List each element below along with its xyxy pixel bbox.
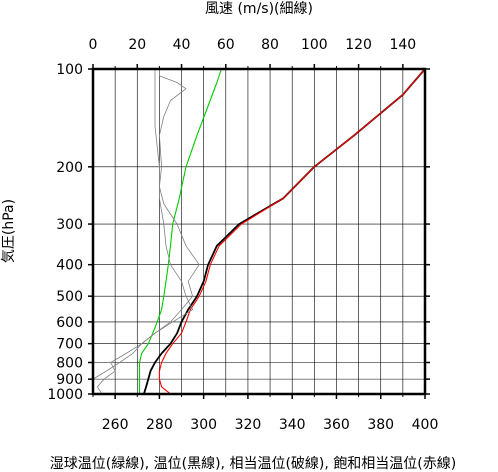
x-bottom-tick-label: 300 [190,417,217,433]
plot-frame [91,67,427,396]
bottom-axis-title: 湿球温位(緑線), 温位(黒線), 相当温位(破線), 飽和相当温位(赤線) [50,455,456,472]
x-bottom-tick-label: 260 [102,417,129,433]
top-axis-title: 風速 (m/s)(細線) [205,1,313,17]
series-line-4 [92,69,194,380]
y-tick-label: 100 [56,62,83,78]
y-tick-label: 200 [56,160,83,176]
grid [93,68,425,395]
x-bottom-tick-label: 280 [146,417,173,433]
series-line-0 [143,68,426,395]
series-line-3 [97,69,200,395]
x-top-tick-label: 120 [345,37,372,53]
y-tick-label: 500 [56,289,83,305]
y-tick-label: 600 [56,315,83,331]
y-tick-label: 300 [56,217,83,233]
x-bottom-tick-label: 360 [323,417,350,433]
y-tick-label: 900 [56,372,83,388]
series-line-2 [138,68,222,394]
x-bottom-tick-label: 340 [279,417,306,433]
x-top-tick-label: 40 [173,37,191,53]
x-top-tick-label: 0 [89,37,98,53]
x-top-tick-label: 80 [261,37,279,53]
x-bottom-tick-label: 380 [367,417,394,433]
x-bottom-tick-label: 400 [412,417,439,433]
series-line-1 [158,68,426,395]
x-top-tick-label: 20 [128,37,146,53]
x-bottom-tick-label: 320 [235,417,262,433]
y-axis-title: 気圧(hPa) [1,199,17,263]
series-group [92,68,426,395]
y-tick-label: 700 [56,337,83,353]
y-tick-label: 1000 [47,387,83,403]
x-top-tick-label: 60 [217,37,235,53]
x-top-tick-label: 100 [301,37,328,53]
y-tick-label: 800 [56,356,83,372]
y-tick-label: 400 [56,258,83,274]
x-top-tick-label: 140 [389,37,416,53]
